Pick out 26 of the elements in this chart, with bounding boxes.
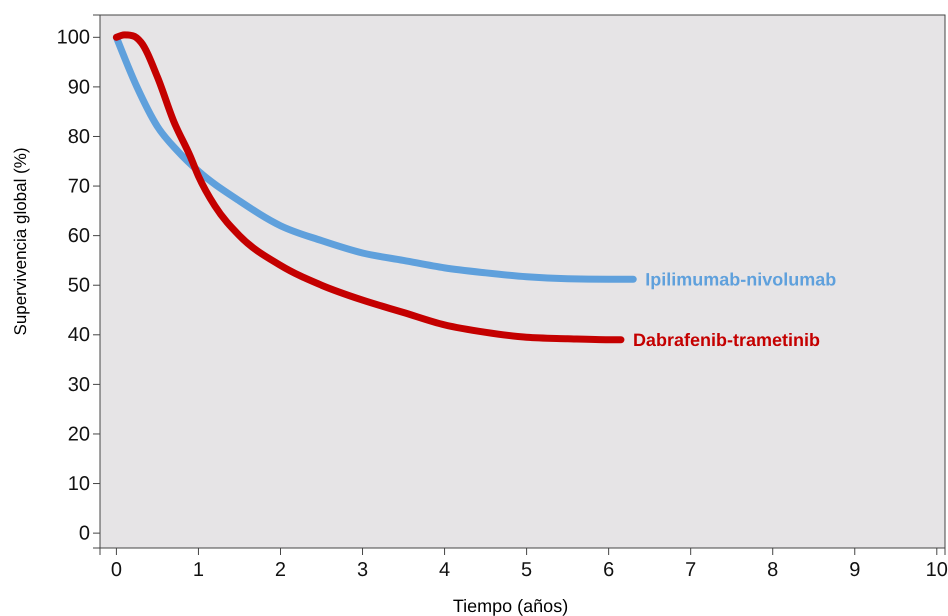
y-tick-label: 90 [68, 76, 90, 98]
y-tick-label: 80 [68, 126, 90, 148]
y-tick-label: 20 [68, 423, 90, 446]
x-axis-title: Tiempo (años) [452, 596, 568, 616]
x-tick-label: 3 [356, 559, 368, 581]
y-tick-label: 30 [68, 374, 90, 396]
x-tick-label: 5 [521, 559, 532, 581]
y-tick-label: 60 [68, 225, 90, 248]
x-tick-label: 2 [274, 559, 286, 581]
y-axis-title: Supervivencia global (%) [11, 147, 30, 336]
y-tick-label: 70 [68, 175, 90, 198]
x-tick-label: 0 [110, 559, 122, 581]
series-label: Ipilimumab-nivolumab [645, 270, 836, 290]
x-tick-label: 1 [192, 559, 204, 581]
x-tick-label: 9 [849, 559, 860, 581]
x-tick-label: 6 [603, 559, 614, 581]
series-label: Dabrafenib-trametinib [632, 330, 820, 350]
y-tick-label: 50 [68, 274, 90, 297]
y-tick-label: 0 [78, 522, 90, 545]
x-tick-label: 8 [767, 559, 778, 581]
y-tick-label: 100 [56, 26, 90, 49]
x-tick-label: 7 [685, 559, 696, 581]
x-tick-label: 10 [926, 559, 948, 581]
x-tick-label: 4 [439, 559, 450, 581]
y-tick-label: 10 [68, 472, 90, 495]
y-tick-label: 40 [68, 324, 90, 346]
